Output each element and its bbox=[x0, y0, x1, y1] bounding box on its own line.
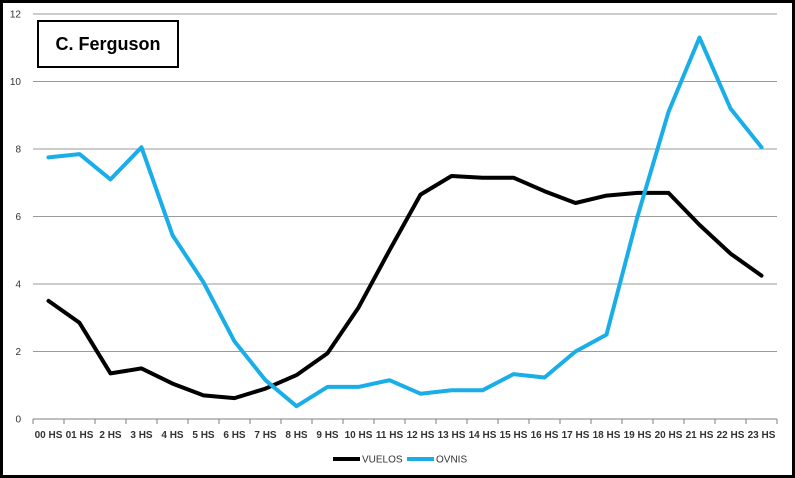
legend-label: VUELOS bbox=[362, 455, 403, 466]
x-axis bbox=[32, 418, 778, 424]
y-tick-label: 2 bbox=[15, 347, 21, 358]
series-lines bbox=[46, 35, 764, 409]
x-tick-label: 21 HS bbox=[686, 430, 714, 441]
x-tick-label: 8 HS bbox=[285, 430, 308, 441]
x-tick-label: 01 HS bbox=[66, 430, 94, 441]
y-tick-label: 4 bbox=[15, 280, 21, 291]
x-tick-label: 14 HS bbox=[469, 430, 497, 441]
x-tick-label: 10 HS bbox=[345, 430, 373, 441]
y-tick-label: 6 bbox=[15, 212, 21, 223]
x-tick-label: 9 HS bbox=[316, 430, 339, 441]
y-tick-label: 8 bbox=[15, 145, 21, 156]
x-tick-label: 3 HS bbox=[130, 430, 153, 441]
x-tick-label: 7 HS bbox=[254, 430, 277, 441]
x-tick-label: 4 HS bbox=[161, 430, 184, 441]
series-line-ovnis bbox=[46, 35, 764, 409]
x-tick-label: 5 HS bbox=[192, 430, 215, 441]
chart-title: C. Ferguson bbox=[37, 20, 179, 68]
gridlines bbox=[33, 13, 777, 352]
x-tick-label: 22 HS bbox=[717, 430, 745, 441]
x-tick-label: 2 HS bbox=[99, 430, 122, 441]
x-tick-label: 15 HS bbox=[500, 430, 528, 441]
x-tick-label: 23 HS bbox=[748, 430, 776, 441]
x-tick-label: 12 HS bbox=[407, 430, 435, 441]
x-tick-label: 16 HS bbox=[531, 430, 559, 441]
x-tick-label: 11 HS bbox=[376, 430, 404, 441]
legend-label: OVNIS bbox=[436, 455, 467, 466]
x-tick-label: 20 HS bbox=[655, 430, 683, 441]
x-tick-label: 13 HS bbox=[438, 430, 466, 441]
x-tick-label: 00 HS bbox=[35, 430, 63, 441]
legend: VUELOS OVNIS bbox=[333, 455, 467, 466]
y-tick-label: 12 bbox=[10, 10, 22, 21]
x-tick-label: 17 HS bbox=[562, 430, 590, 441]
series-line-vuelos bbox=[46, 174, 764, 401]
x-tick-label: 19 HS bbox=[624, 430, 652, 441]
y-tick-label: 10 bbox=[10, 77, 22, 88]
x-tick-label: 6 HS bbox=[223, 430, 246, 441]
y-axis-ticks: 0 2 4 6 8 10 12 bbox=[10, 10, 22, 426]
y-tick-label: 0 bbox=[15, 415, 21, 426]
x-axis-ticks: 00 HS 01 HS 2 HS 3 HS 4 HS 5 HS 6 HS 7 HS 8 HS 9 … bbox=[35, 430, 776, 441]
x-tick-label: 18 HS bbox=[593, 430, 621, 441]
